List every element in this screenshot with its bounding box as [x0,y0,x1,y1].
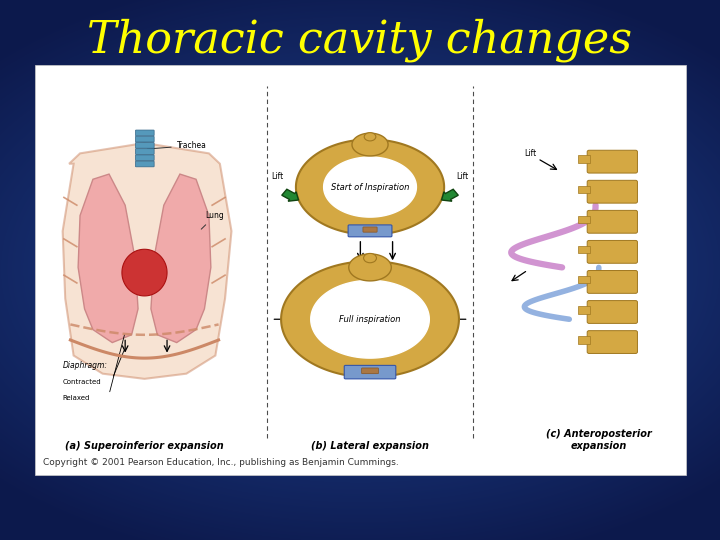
FancyBboxPatch shape [135,161,154,167]
FancyBboxPatch shape [344,366,396,379]
FancyBboxPatch shape [588,150,637,173]
FancyBboxPatch shape [588,271,637,293]
Text: Diaphragm:: Diaphragm: [63,361,108,370]
Text: Contracted: Contracted [63,379,102,385]
FancyBboxPatch shape [361,368,379,374]
Text: Copyright © 2001 Pearson Education, Inc., publishing as Benjamin Cummings.: Copyright © 2001 Pearson Education, Inc.… [42,458,398,467]
FancyBboxPatch shape [135,148,154,154]
Text: Full inspiration: Full inspiration [339,315,401,324]
Polygon shape [78,174,138,342]
Bar [577,215,590,224]
FancyBboxPatch shape [135,143,154,148]
FancyBboxPatch shape [135,155,154,160]
Polygon shape [281,261,459,377]
Polygon shape [323,157,416,217]
FancyBboxPatch shape [135,136,154,142]
Text: (b) Lateral expansion: (b) Lateral expansion [311,441,429,451]
FancyBboxPatch shape [588,240,637,264]
FancyBboxPatch shape [588,180,637,203]
FancyBboxPatch shape [588,330,637,354]
Ellipse shape [364,253,377,263]
Bar [35,65,686,475]
Polygon shape [296,139,444,235]
FancyBboxPatch shape [135,130,154,136]
Text: Relaxed: Relaxed [63,395,90,401]
Bar [577,156,590,163]
Polygon shape [122,249,167,296]
FancyBboxPatch shape [588,301,637,323]
Text: Trachea: Trachea [148,141,207,150]
Bar [577,276,590,284]
FancyBboxPatch shape [588,211,637,233]
Text: Lung: Lung [202,211,225,229]
Text: Lift: Lift [525,149,537,158]
Ellipse shape [364,133,376,141]
FancyBboxPatch shape [348,225,392,237]
Bar [577,306,590,314]
Polygon shape [63,143,232,379]
Bar [577,186,590,193]
FancyArrow shape [441,189,458,201]
Text: (c) Anteroposterior
expansion: (c) Anteroposterior expansion [546,429,652,451]
Text: (a) Superoinferior expansion: (a) Superoinferior expansion [65,441,224,451]
Bar [577,246,590,253]
Bar [577,336,590,343]
Polygon shape [348,254,391,281]
FancyBboxPatch shape [363,227,377,232]
Polygon shape [311,280,429,358]
Polygon shape [352,133,388,156]
Text: Start of Inspiration: Start of Inspiration [330,183,409,192]
Polygon shape [151,174,211,342]
Text: Lift: Lift [456,172,469,181]
Text: Lift: Lift [271,172,284,181]
FancyArrow shape [282,189,299,201]
Text: Thoracic cavity changes: Thoracic cavity changes [87,18,633,62]
